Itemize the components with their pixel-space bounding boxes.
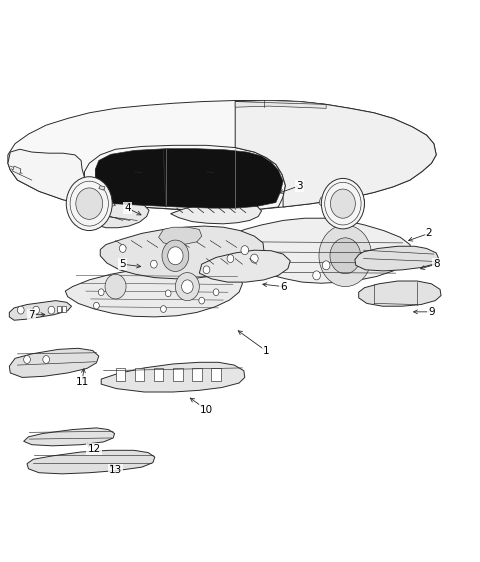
Polygon shape — [72, 193, 116, 207]
Circle shape — [151, 260, 157, 268]
Circle shape — [105, 274, 126, 299]
Circle shape — [330, 238, 360, 274]
Bar — [62, 306, 66, 312]
Circle shape — [330, 189, 355, 218]
Polygon shape — [199, 250, 290, 282]
Circle shape — [160, 306, 166, 312]
Circle shape — [199, 297, 204, 304]
Circle shape — [17, 306, 24, 314]
Bar — [57, 306, 61, 312]
Polygon shape — [359, 281, 441, 306]
Polygon shape — [12, 166, 21, 174]
Text: 12: 12 — [87, 444, 101, 454]
Circle shape — [241, 246, 249, 255]
Text: 11: 11 — [75, 377, 89, 387]
Text: 7: 7 — [28, 310, 35, 320]
Bar — [135, 369, 144, 381]
Polygon shape — [84, 146, 286, 211]
Polygon shape — [96, 149, 283, 208]
Circle shape — [94, 302, 99, 309]
Circle shape — [168, 247, 183, 265]
Text: 3: 3 — [297, 181, 303, 191]
Bar — [192, 369, 202, 381]
Polygon shape — [235, 101, 326, 108]
Polygon shape — [319, 191, 364, 209]
Polygon shape — [96, 169, 113, 203]
Polygon shape — [8, 149, 106, 205]
Bar — [154, 369, 163, 381]
Circle shape — [213, 289, 219, 296]
Bar — [211, 369, 221, 381]
Circle shape — [322, 178, 364, 229]
Circle shape — [48, 306, 55, 314]
Bar — [116, 369, 125, 381]
Text: 6: 6 — [280, 282, 287, 292]
Text: 5: 5 — [120, 259, 126, 269]
Circle shape — [323, 261, 330, 270]
Circle shape — [98, 289, 104, 296]
Polygon shape — [27, 450, 155, 474]
Circle shape — [43, 356, 49, 364]
Text: 8: 8 — [433, 259, 440, 269]
Polygon shape — [100, 226, 264, 279]
Polygon shape — [170, 201, 262, 224]
Text: 9: 9 — [428, 307, 435, 317]
Circle shape — [24, 356, 30, 364]
Text: 13: 13 — [109, 465, 122, 475]
Circle shape — [120, 244, 126, 252]
Circle shape — [175, 273, 199, 301]
Text: 10: 10 — [200, 405, 213, 415]
Circle shape — [33, 306, 39, 314]
Circle shape — [227, 255, 234, 262]
Circle shape — [251, 254, 258, 263]
Polygon shape — [9, 301, 72, 320]
Circle shape — [313, 271, 321, 280]
Polygon shape — [158, 227, 202, 244]
Polygon shape — [99, 185, 105, 190]
Polygon shape — [222, 218, 412, 283]
Circle shape — [165, 290, 171, 297]
Circle shape — [203, 266, 210, 274]
Polygon shape — [9, 348, 99, 378]
Circle shape — [162, 240, 189, 271]
Circle shape — [76, 188, 103, 219]
Polygon shape — [24, 428, 115, 446]
Bar — [173, 369, 182, 381]
Circle shape — [319, 225, 372, 287]
Circle shape — [66, 176, 112, 230]
Polygon shape — [8, 101, 436, 211]
Text: 2: 2 — [426, 228, 432, 238]
Text: 4: 4 — [124, 203, 131, 213]
Text: 1: 1 — [263, 346, 270, 356]
Polygon shape — [65, 265, 242, 317]
Polygon shape — [101, 362, 245, 392]
Polygon shape — [235, 101, 436, 207]
Polygon shape — [355, 246, 439, 271]
Circle shape — [181, 280, 193, 293]
Polygon shape — [88, 201, 149, 228]
